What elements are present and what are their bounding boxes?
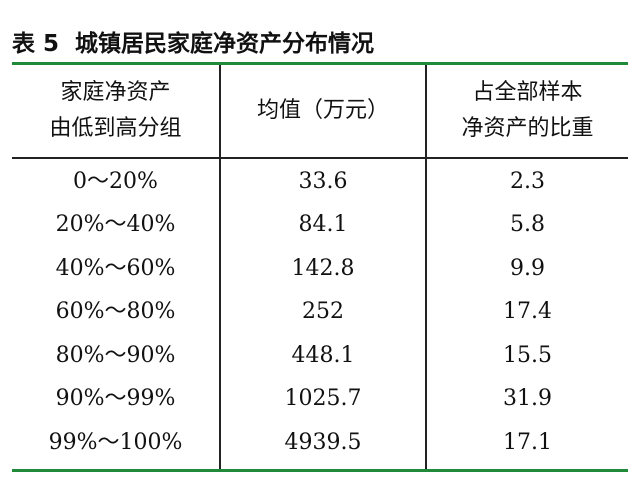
table-cell: 60%～80%	[55, 299, 176, 325]
table-title: 表 5 城镇居民家庭净资产分布情况	[12, 31, 375, 57]
table-cell: 33.6	[298, 168, 348, 194]
table-cell: 142.8	[291, 255, 355, 281]
table-cell: 17.1	[503, 429, 552, 455]
table-cell: 20%～40%	[55, 212, 176, 238]
table-cell: 9.9	[510, 255, 545, 281]
table-cell: 17.4	[503, 299, 552, 325]
header-text: 净资产的比重	[461, 116, 594, 141]
table-cell: 4939.5	[284, 429, 362, 455]
bottom-rule	[12, 469, 628, 472]
header-text: 占全部样本	[472, 80, 583, 105]
header-text: 由低到高分组	[49, 116, 182, 141]
table-cell: 31.9	[503, 386, 552, 412]
table-cell: 1025.7	[284, 386, 362, 412]
table-cell: 40%～60%	[55, 255, 176, 281]
table-cell: 5.8	[510, 212, 545, 238]
header-cell: 家庭净资产由低到高分组	[12, 65, 219, 157]
table-cell: 2.3	[510, 168, 545, 194]
table-cell: 80%～90%	[55, 342, 176, 368]
table-cell: 0～20%	[73, 168, 158, 194]
column-divider	[219, 65, 221, 469]
header-rule	[12, 157, 628, 159]
header-text: 均值（万元）	[256, 98, 389, 123]
top-rule	[12, 62, 628, 65]
header-cell: 占全部样本净资产的比重	[427, 65, 628, 157]
table-cell: 252	[302, 299, 344, 325]
table-cell: 99%～100%	[48, 429, 183, 455]
header-cell: 均值（万元）	[221, 65, 425, 157]
table-cell: 84.1	[298, 212, 348, 238]
column-divider	[425, 65, 427, 469]
table-cell: 15.5	[503, 342, 552, 368]
table-cell: 448.1	[291, 342, 355, 368]
table-cell: 90%～99%	[55, 386, 176, 412]
header-text: 家庭净资产	[60, 80, 171, 105]
